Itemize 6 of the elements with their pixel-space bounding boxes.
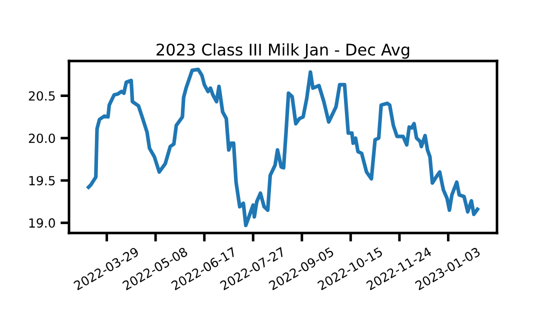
y-tick-label: 20.0 [28,134,55,144]
chart-title: 2023 Class III Milk Jan - Dec Avg [156,43,410,59]
y-tick-label: 20.5 [28,91,55,101]
y-tick-label: 19.0 [29,218,55,228]
line-series [86,68,480,228]
y-tick-label: 19.5 [29,176,55,186]
